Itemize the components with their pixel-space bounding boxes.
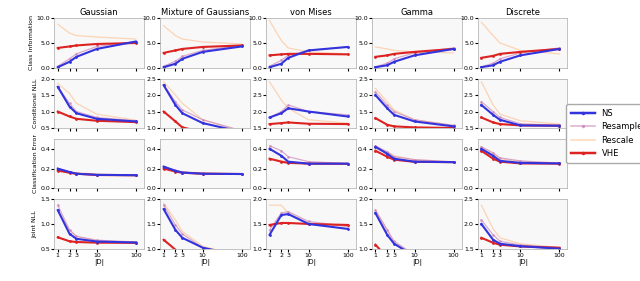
Title: Mixture of Gaussians: Mixture of Gaussians — [161, 8, 249, 17]
Title: Gaussian: Gaussian — [80, 8, 118, 17]
Y-axis label: Classification Error: Classification Error — [33, 134, 38, 193]
X-axis label: |D|: |D| — [200, 259, 210, 266]
Legend: NS, Resample, Rescale, VHE: NS, Resample, Rescale, VHE — [566, 104, 640, 163]
X-axis label: |D|: |D| — [94, 259, 104, 266]
Y-axis label: Conditional NLL: Conditional NLL — [33, 79, 38, 128]
X-axis label: |D|: |D| — [412, 259, 422, 266]
X-axis label: |D|: |D| — [306, 259, 316, 266]
Title: Gamma: Gamma — [400, 8, 433, 17]
Y-axis label: Class Information: Class Information — [29, 15, 34, 71]
X-axis label: |D|: |D| — [518, 259, 528, 266]
Y-axis label: Joint NLL: Joint NLL — [33, 210, 38, 238]
Title: Discrete: Discrete — [505, 8, 540, 17]
Title: von Mises: von Mises — [290, 8, 332, 17]
